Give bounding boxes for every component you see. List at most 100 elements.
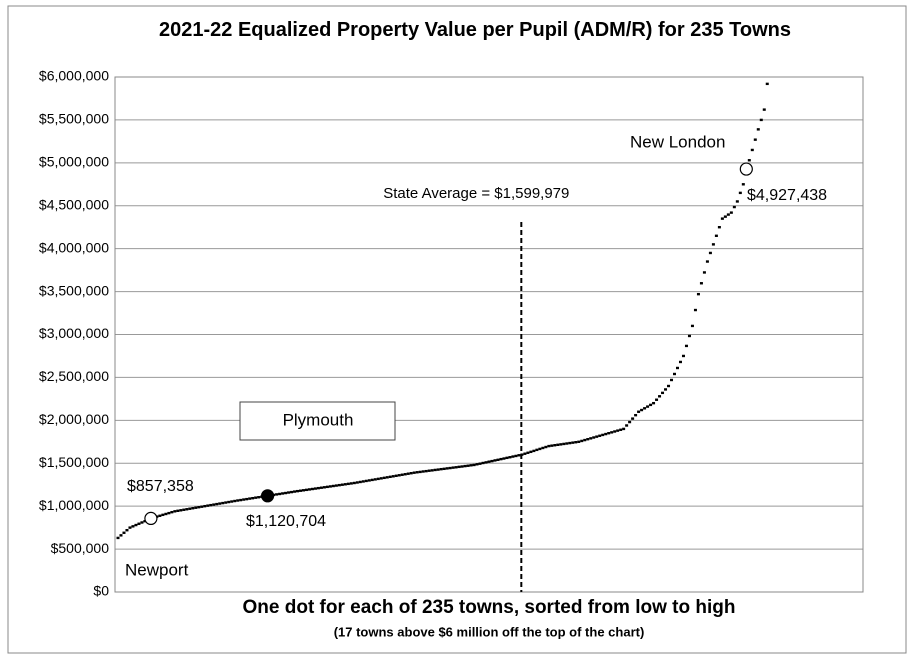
dot xyxy=(586,438,590,441)
dot xyxy=(729,211,733,214)
dot xyxy=(125,529,129,532)
dot xyxy=(520,453,524,456)
dot xyxy=(610,431,614,434)
dot xyxy=(565,442,569,445)
dot xyxy=(433,468,437,472)
dot xyxy=(301,489,305,492)
dot xyxy=(430,469,434,472)
dot xyxy=(182,508,186,511)
dot xyxy=(206,504,210,507)
dot xyxy=(170,510,174,514)
dot xyxy=(637,410,641,413)
dot xyxy=(463,464,467,468)
dot xyxy=(319,486,323,489)
dot xyxy=(173,510,177,513)
dot xyxy=(532,449,536,453)
dot xyxy=(735,200,739,203)
dot xyxy=(451,466,455,469)
y-tick-label: $2,000,000 xyxy=(39,411,109,427)
dot xyxy=(631,417,635,420)
dot xyxy=(702,271,706,274)
value-label: $4,927,438 xyxy=(747,187,827,204)
dot xyxy=(726,213,730,216)
dot xyxy=(732,205,736,209)
chart-title: 2021-22 Equalized Property Value per Pup… xyxy=(158,19,791,41)
dot xyxy=(400,473,404,476)
dot xyxy=(331,484,335,488)
highlight-marker xyxy=(739,162,753,176)
dot xyxy=(406,472,410,475)
y-tick-label: $3,500,000 xyxy=(39,282,109,298)
dot xyxy=(699,282,703,285)
dot xyxy=(508,456,512,459)
dot xyxy=(502,457,506,460)
dot xyxy=(290,490,294,494)
dot xyxy=(619,428,623,431)
dot xyxy=(472,463,476,467)
dot xyxy=(224,501,228,504)
plot-area xyxy=(114,76,864,593)
y-tick-label: $1,500,000 xyxy=(39,454,109,470)
town-label: New London xyxy=(630,132,725,151)
y-tick-label: $6,000,000 xyxy=(39,68,109,84)
dot xyxy=(388,475,392,479)
dot xyxy=(547,444,551,448)
dot xyxy=(188,507,192,510)
dot xyxy=(179,509,183,512)
dot xyxy=(478,462,482,465)
dot xyxy=(275,493,279,496)
dot xyxy=(448,466,452,470)
dot xyxy=(164,512,168,516)
dot xyxy=(343,483,347,486)
dot xyxy=(349,482,353,485)
dot xyxy=(690,324,694,328)
dot xyxy=(556,443,560,446)
dot xyxy=(161,513,165,517)
dot xyxy=(484,461,488,464)
reference-label: State Average = $1,599,979 xyxy=(383,185,569,202)
dot xyxy=(747,159,751,162)
dot xyxy=(385,476,389,479)
dot xyxy=(538,447,542,451)
dot xyxy=(466,464,470,467)
dot xyxy=(442,467,446,471)
dot xyxy=(750,148,754,152)
dot xyxy=(245,497,249,501)
dot xyxy=(370,478,374,482)
dot xyxy=(661,391,665,395)
dot xyxy=(655,398,659,401)
dot xyxy=(628,420,632,424)
dot xyxy=(427,469,431,472)
dot xyxy=(403,473,407,476)
y-tick-label: $5,000,000 xyxy=(39,154,109,170)
dot xyxy=(128,526,132,529)
dot xyxy=(487,460,491,463)
dot xyxy=(203,504,207,508)
town-label: Newport xyxy=(125,560,189,579)
dot xyxy=(601,433,605,437)
dot xyxy=(185,508,189,511)
dot xyxy=(382,476,386,480)
dot xyxy=(687,334,691,338)
dot xyxy=(230,500,234,503)
dot xyxy=(334,484,338,487)
value-label: $1,120,704 xyxy=(246,513,326,530)
dot xyxy=(598,434,602,437)
dot xyxy=(535,448,539,452)
y-tick-label: $2,500,000 xyxy=(39,368,109,384)
dot xyxy=(457,465,461,469)
dot xyxy=(251,496,255,500)
dot xyxy=(607,432,611,435)
dot xyxy=(505,456,509,460)
dot xyxy=(325,485,329,489)
dot xyxy=(649,403,653,407)
dot xyxy=(643,407,647,410)
dot xyxy=(287,491,291,494)
dot xyxy=(454,466,458,469)
dot xyxy=(233,499,237,503)
dot xyxy=(496,458,500,462)
dot xyxy=(191,507,195,510)
dot xyxy=(445,467,449,470)
dot xyxy=(753,138,757,141)
